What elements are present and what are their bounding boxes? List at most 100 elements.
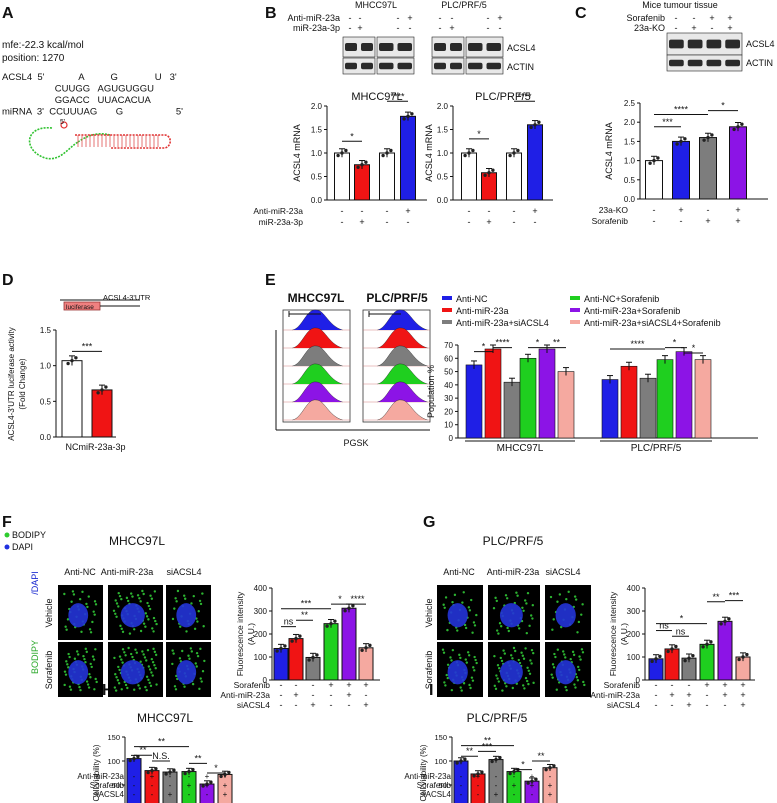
x-row-sign: + <box>548 781 553 790</box>
rna-hairpin-diagram <box>28 121 172 160</box>
y-tick-label: 300 <box>627 607 641 616</box>
lipid-droplet <box>506 626 509 630</box>
lipid-droplet <box>531 617 534 620</box>
lipid-droplet <box>139 629 143 633</box>
blot-band <box>687 39 703 49</box>
lipid-droplet <box>446 628 449 632</box>
lipid-droplet <box>493 654 496 658</box>
blot-sign: - <box>499 23 502 33</box>
lipid-droplet <box>138 597 141 600</box>
lipid-droplet <box>507 629 510 633</box>
lipid-droplet <box>443 606 446 609</box>
lipid-droplet <box>474 658 477 662</box>
x-row-sign: - <box>495 772 498 781</box>
x-row-sign: - <box>655 680 658 690</box>
lipid-droplet <box>498 667 501 670</box>
lipid-droplet <box>527 669 530 672</box>
lipid-droplet <box>147 618 150 621</box>
blot-row-label: Sorafenib <box>626 13 665 23</box>
x-row-sign: + <box>686 700 691 710</box>
lipid-droplet <box>521 654 524 657</box>
data-point <box>666 649 670 654</box>
nucleus <box>120 603 145 628</box>
lipid-droplet <box>68 655 71 659</box>
lipid-droplet <box>173 685 177 688</box>
blot-band <box>706 39 722 49</box>
x-row-label: Anti-miR-23a <box>77 772 124 781</box>
data-point <box>402 117 406 121</box>
data-point <box>360 648 364 652</box>
lipid-droplet <box>148 607 152 611</box>
y-tick-label: 1.5 <box>624 137 636 146</box>
significance-label: **** <box>390 91 405 101</box>
lipid-droplet <box>133 688 136 691</box>
lipid-droplet <box>94 648 97 651</box>
x-row-sign: + <box>735 216 740 226</box>
x-row-label: siACSL4 <box>237 700 270 710</box>
band-label: ACTIN <box>507 62 534 72</box>
panel-f-title: MHCC97L <box>109 534 165 548</box>
bar <box>717 620 733 681</box>
lipid-droplet <box>153 650 157 654</box>
stain-legend: DAPI <box>12 542 33 552</box>
y-axis-label: Population % <box>426 365 436 418</box>
blot-mhcc97l-acsl4-a <box>342 36 376 58</box>
data-point <box>223 772 227 777</box>
data-point <box>104 385 108 389</box>
legend-label: Anti-miR-23a+siACSL4+Sorafenib <box>584 318 721 328</box>
lipid-droplet <box>154 667 157 670</box>
bar <box>527 124 543 201</box>
lipid-droplet <box>565 688 568 692</box>
lipid-droplet <box>531 603 534 607</box>
lipid-droplet <box>520 651 523 654</box>
x-row-sign: - <box>151 781 154 790</box>
lipid-droplet <box>516 594 519 597</box>
x-row-label: miR-23a-3p <box>259 217 304 227</box>
legend-label: Anti-NC <box>456 294 488 304</box>
x-row-sign: - <box>133 781 136 790</box>
data-point <box>483 173 487 177</box>
significance-label: **** <box>495 338 510 348</box>
lipid-droplet <box>137 684 140 687</box>
data-point <box>741 655 745 659</box>
data-point <box>516 148 520 153</box>
significance-label: ns <box>284 617 294 627</box>
flow-histogram <box>292 399 343 421</box>
y-tick-label: 100 <box>434 757 447 766</box>
y-tick-label: 0.0 <box>311 196 323 205</box>
y-tick-label: 400 <box>627 584 641 593</box>
x-row-sign: + <box>740 690 745 700</box>
x-category: NC <box>66 442 79 452</box>
position-text: position: 1270 <box>2 53 65 64</box>
y-tick-label: 300 <box>254 607 268 616</box>
data-point <box>74 356 78 360</box>
panel-h-title: MHCC97L <box>137 711 193 725</box>
lipid-droplet <box>151 660 155 664</box>
lipid-droplet <box>560 625 563 629</box>
panel-label-b: B <box>265 5 277 22</box>
x-row-sign: + <box>735 205 740 215</box>
lipid-droplet <box>133 628 136 631</box>
y-tick-label: 1.0 <box>40 362 52 371</box>
flow-histogram <box>292 345 343 367</box>
flow-title: MHCC97L <box>288 291 345 305</box>
bar <box>639 377 657 439</box>
blot-band <box>434 43 446 51</box>
y-tick-label: 1.5 <box>311 126 323 135</box>
significance-label: * <box>338 594 342 604</box>
lipid-droplet <box>66 663 69 666</box>
lipid-droplet <box>464 626 468 630</box>
lipid-droplet <box>521 606 524 609</box>
lipid-droplet <box>139 660 142 663</box>
lipid-droplet <box>581 651 585 654</box>
flow-histogram <box>292 327 343 349</box>
data-point <box>745 652 749 657</box>
lipid-droplet <box>72 593 76 596</box>
data-point <box>472 774 476 778</box>
lipid-droplet <box>190 650 193 653</box>
lipid-droplet <box>515 591 518 594</box>
lipid-droplet <box>518 627 521 630</box>
lipid-droplet <box>517 658 520 662</box>
lipid-droplet <box>86 683 90 686</box>
lipid-droplet <box>453 593 457 597</box>
